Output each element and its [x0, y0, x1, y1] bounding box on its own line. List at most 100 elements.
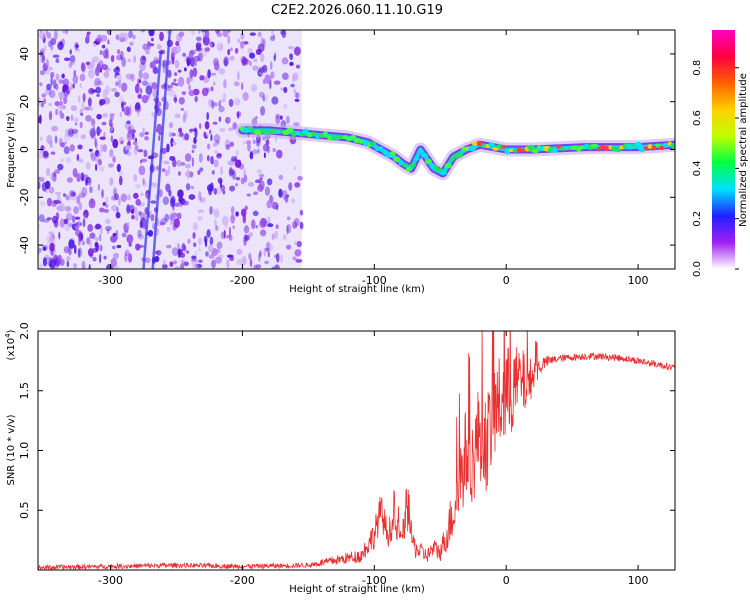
noise-speck — [174, 59, 180, 69]
noise-speck — [74, 225, 80, 230]
noise-speck — [212, 81, 216, 86]
noise-speck — [213, 133, 221, 144]
noise-speck — [193, 242, 197, 248]
noise-speck — [262, 95, 265, 102]
noise-speck — [254, 179, 261, 184]
noise-speck — [264, 260, 269, 265]
noise-speck — [209, 205, 213, 216]
ridge-blob — [306, 132, 313, 138]
noise-speck — [218, 68, 226, 75]
noise-speck — [94, 137, 97, 148]
noise-speck — [79, 83, 82, 89]
noise-speck — [73, 69, 77, 77]
noise-speck — [150, 214, 155, 222]
noise-speck — [171, 82, 176, 86]
noise-speck — [252, 210, 259, 217]
noise-speck — [260, 105, 266, 116]
ridge-blob — [393, 156, 401, 162]
noise-speck — [40, 102, 45, 108]
noise-speck — [207, 245, 214, 253]
noise-speck — [188, 89, 195, 97]
noise-speck — [159, 31, 164, 42]
noise-speck — [276, 149, 283, 159]
noise-speck — [46, 58, 49, 68]
noise-speck — [283, 104, 288, 109]
noise-speck — [249, 32, 256, 36]
noise-speck — [99, 128, 102, 133]
noise-speck — [118, 198, 121, 206]
noise-speck — [96, 62, 101, 73]
heatmap-y-axis: -40 -20 0 20 40 — [18, 47, 675, 254]
noise-speck — [70, 114, 74, 121]
noise-speck — [110, 235, 118, 243]
noise-speck — [55, 73, 59, 81]
noise-speck — [148, 30, 155, 37]
noise-speck — [81, 62, 86, 73]
noise-speck — [293, 46, 301, 56]
noise-speck — [99, 50, 103, 55]
noise-speck — [73, 117, 79, 123]
noise-speck — [168, 131, 173, 138]
noise-speck — [234, 98, 241, 106]
ridge-blob — [476, 141, 483, 147]
noise-speck — [233, 81, 240, 87]
noise-speck — [199, 196, 204, 203]
noise-speck — [168, 189, 172, 197]
noise-speck — [210, 134, 213, 142]
noise-speck — [247, 181, 255, 187]
noise-streak — [142, 53, 162, 269]
noise-speck — [54, 135, 58, 144]
noise-speck — [63, 133, 71, 142]
noise-speck — [273, 80, 281, 85]
noise-speck — [153, 182, 158, 188]
noise-speck — [97, 152, 102, 158]
noise-speck — [46, 197, 53, 207]
noise-speck — [63, 246, 70, 254]
noise-speck — [106, 228, 110, 234]
noise-speck — [241, 256, 247, 266]
ridge-blob — [378, 146, 384, 150]
noise-speck — [213, 102, 218, 107]
ridge-blob — [302, 128, 309, 135]
noise-speck — [138, 165, 146, 176]
noise-speck — [94, 241, 99, 248]
noise-speck — [218, 116, 222, 122]
ridge-blob — [481, 144, 487, 149]
noise-speck — [104, 196, 109, 205]
noise-speck — [190, 57, 195, 68]
ridge-blob — [333, 135, 342, 141]
noise-speck — [167, 84, 174, 89]
noise-speck — [156, 44, 162, 50]
noise-speck — [39, 263, 44, 269]
noise-speck — [87, 31, 91, 35]
y-tick-label: 1.0 — [18, 442, 31, 460]
noise-speck — [166, 143, 170, 153]
noise-speck — [99, 207, 105, 213]
noise-speck — [281, 72, 289, 80]
ridge-blob — [527, 144, 536, 151]
noise-speck — [248, 232, 253, 237]
noise-speck — [278, 188, 283, 198]
noise-speck — [211, 170, 215, 175]
noise-speck — [178, 31, 185, 37]
noise-speck — [223, 229, 226, 239]
noise-speck — [180, 259, 185, 268]
colorbar-gradient — [712, 30, 735, 269]
noise-speck — [162, 264, 169, 269]
noise-speck — [49, 257, 54, 265]
noise-speck — [54, 100, 60, 107]
noise-speck — [89, 127, 96, 138]
noise-speck — [214, 226, 220, 232]
noise-speck — [237, 70, 240, 81]
noise-speck — [297, 175, 303, 181]
noise-speck — [110, 258, 117, 268]
noise-speck — [66, 260, 70, 268]
noise-speck — [125, 73, 133, 80]
noise-speck — [205, 132, 209, 138]
noise-speck — [126, 221, 130, 227]
noise-speck — [112, 232, 117, 237]
noise-speck — [51, 125, 59, 132]
noise-speck — [279, 115, 283, 120]
noise-speck — [198, 30, 201, 34]
noise-speck — [259, 53, 265, 63]
